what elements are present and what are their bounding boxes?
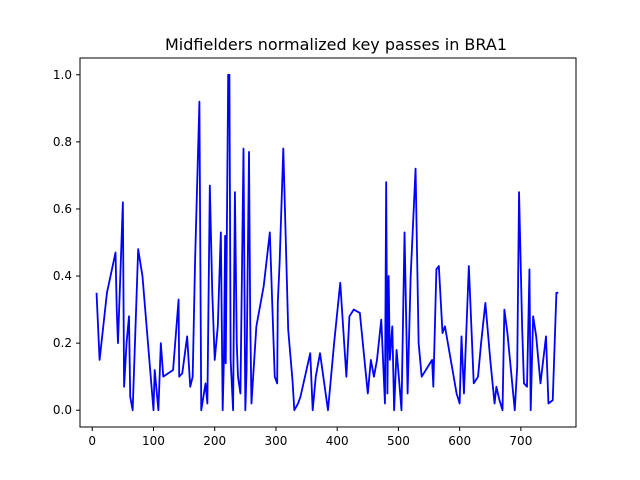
x-axis: 0 100 200 300 400 500 600 700 xyxy=(88,427,532,448)
y-tick-label: 0.6 xyxy=(53,202,72,216)
y-tick-label: 0.0 xyxy=(53,403,72,417)
x-tick-label: 200 xyxy=(203,434,226,448)
y-tick-label: 1.0 xyxy=(53,68,72,82)
x-tick-label: 500 xyxy=(387,434,410,448)
x-tick-label: 0 xyxy=(88,434,96,448)
x-tick-label: 700 xyxy=(509,434,532,448)
series-line-0 xyxy=(95,73,559,412)
y-axis: 0.0 0.2 0.4 0.6 0.8 1.0 xyxy=(53,68,80,417)
x-tick-label: 300 xyxy=(264,434,287,448)
series-group xyxy=(95,73,559,412)
y-tick-label: 0.2 xyxy=(53,336,72,350)
x-tick-label: 600 xyxy=(448,434,471,448)
plot-area xyxy=(79,57,577,428)
chart-title: Midfielders normalized key passes in BRA… xyxy=(165,35,507,54)
axes-frame xyxy=(79,57,577,428)
x-tick-label: 100 xyxy=(142,434,165,448)
y-tick-label: 0.4 xyxy=(53,269,72,283)
y-tick-label: 0.8 xyxy=(53,135,72,149)
x-tick-label: 400 xyxy=(326,434,349,448)
